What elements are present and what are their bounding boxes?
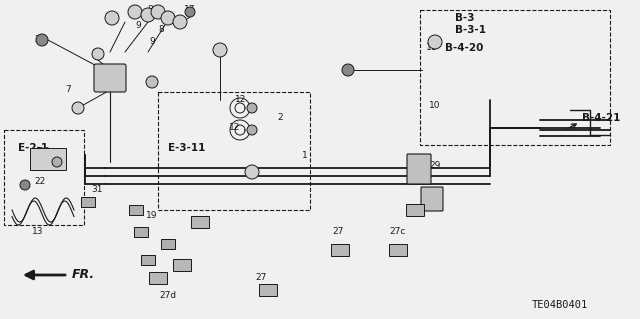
Bar [406, 204, 424, 216]
Text: 17: 17 [184, 5, 196, 14]
Text: 22: 22 [35, 177, 45, 187]
Text: 4: 4 [215, 46, 221, 55]
Circle shape [20, 180, 30, 190]
Text: 18: 18 [92, 49, 104, 58]
Text: 21: 21 [51, 160, 63, 169]
Circle shape [185, 7, 195, 17]
Text: 27d: 27d [159, 291, 177, 300]
Circle shape [92, 48, 104, 60]
Text: 25: 25 [83, 197, 93, 206]
Text: 15: 15 [163, 240, 173, 249]
Circle shape [72, 102, 84, 114]
Circle shape [428, 35, 442, 49]
Text: 26: 26 [142, 256, 154, 264]
Text: 6: 6 [109, 13, 115, 23]
Text: 9: 9 [135, 20, 141, 29]
Circle shape [128, 5, 142, 19]
Text: 5: 5 [249, 167, 255, 176]
Circle shape [173, 15, 187, 29]
Text: B-4-20: B-4-20 [445, 43, 483, 53]
Text: 12: 12 [236, 95, 246, 105]
Text: 12: 12 [229, 123, 241, 132]
Circle shape [245, 165, 259, 179]
Text: 28: 28 [408, 155, 420, 165]
Circle shape [36, 34, 48, 46]
Circle shape [213, 43, 227, 57]
Text: 19: 19 [135, 227, 147, 236]
Bar [158, 92, 310, 210]
Text: 10: 10 [429, 100, 441, 109]
Bar [81, 197, 95, 207]
FancyBboxPatch shape [407, 154, 431, 184]
Text: B-4-21: B-4-21 [582, 113, 620, 123]
Text: E-3-11: E-3-11 [168, 143, 205, 153]
Text: 19: 19 [147, 211, 157, 219]
Text: 8: 8 [158, 26, 164, 34]
Text: FR.: FR. [72, 269, 95, 281]
Text: 23: 23 [35, 35, 45, 44]
Bar [129, 205, 143, 215]
Text: 7: 7 [65, 85, 71, 94]
FancyBboxPatch shape [94, 64, 126, 92]
Circle shape [151, 5, 165, 19]
Bar [161, 239, 175, 249]
Text: TE04B0401: TE04B0401 [532, 300, 588, 310]
Text: 31: 31 [92, 186, 103, 195]
Bar [331, 244, 349, 256]
Text: 30: 30 [342, 65, 354, 75]
Circle shape [105, 11, 119, 25]
Bar [173, 259, 191, 271]
Circle shape [342, 64, 354, 76]
Circle shape [247, 125, 257, 135]
Text: 16: 16 [39, 147, 51, 157]
Bar [4, 130, 84, 225]
Circle shape [161, 11, 175, 25]
Circle shape [52, 157, 62, 167]
Bar [149, 272, 167, 284]
Circle shape [146, 76, 158, 88]
Text: 1: 1 [302, 151, 308, 160]
Text: B-3: B-3 [455, 13, 474, 23]
Bar [134, 227, 148, 237]
Text: B-3-1: B-3-1 [455, 25, 486, 35]
Text: 3: 3 [149, 78, 155, 86]
Text: E-2-1: E-2-1 [18, 143, 48, 153]
Text: 27c: 27c [390, 227, 406, 236]
Bar [141, 255, 155, 265]
Text: 11: 11 [426, 43, 438, 53]
FancyBboxPatch shape [421, 187, 443, 211]
Circle shape [141, 8, 155, 22]
Bar [259, 284, 277, 296]
Text: 29: 29 [429, 160, 441, 169]
Text: 9: 9 [149, 38, 155, 47]
Bar [30, 148, 66, 170]
Circle shape [247, 103, 257, 113]
Text: 27: 27 [332, 227, 344, 236]
Text: 24: 24 [426, 188, 438, 197]
Text: 8: 8 [147, 5, 153, 14]
Text: 27: 27 [255, 273, 267, 283]
Text: 20: 20 [72, 103, 84, 113]
Bar [191, 216, 209, 228]
Text: 2: 2 [277, 114, 283, 122]
Bar [389, 244, 407, 256]
Bar [420, 10, 610, 145]
Text: 13: 13 [32, 227, 44, 236]
Text: 14: 14 [131, 205, 141, 214]
